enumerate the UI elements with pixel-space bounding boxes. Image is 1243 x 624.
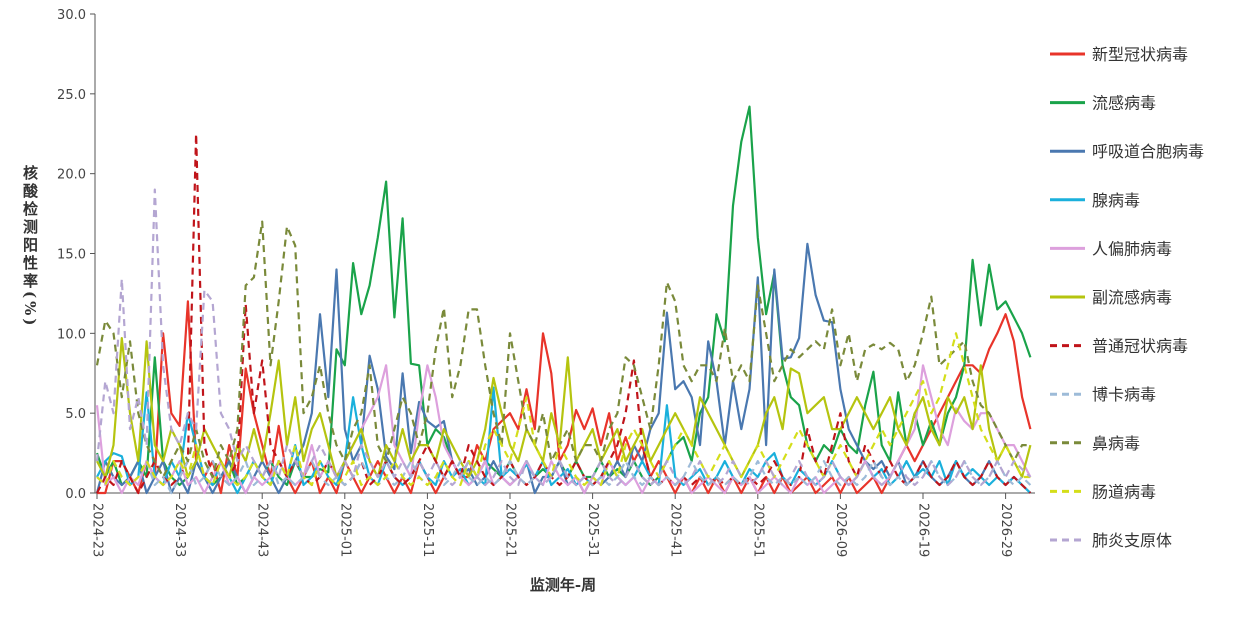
x-tick-label: 2024-23 <box>90 503 105 557</box>
x-tick-label: 2026-09 <box>833 503 848 557</box>
legend-label: 肠道病毒 <box>1092 482 1156 501</box>
x-tick-label: 2024-33 <box>172 503 187 557</box>
series-line <box>96 332 1031 487</box>
series-line <box>96 337 1032 479</box>
y-tick-label: 25.0 <box>57 88 86 103</box>
x-tick-label: 2025-51 <box>750 503 765 557</box>
x-tick-label: 2025-31 <box>585 503 600 557</box>
legend-label: 流感病毒 <box>1092 94 1156 113</box>
series-line <box>96 460 1032 495</box>
x-tick-label: 2025-21 <box>503 503 518 557</box>
y-tick-label: 20.0 <box>57 168 86 183</box>
x-tick-label: 2026-19 <box>916 503 931 557</box>
legend-label: 呼吸道合胞病毒 <box>1092 142 1204 161</box>
legend-label: 鼻病毒 <box>1092 434 1140 453</box>
legend-label: 副流感病毒 <box>1092 288 1172 307</box>
y-tick-label: 30.0 <box>57 8 86 23</box>
x-tick-label: 2024-43 <box>255 503 270 557</box>
x-tick-label: 2025-11 <box>420 503 435 557</box>
y-tick-label: 10.0 <box>57 327 86 342</box>
legend-label: 新型冠状病毒 <box>1092 45 1188 64</box>
legend-label: 腺病毒 <box>1092 191 1140 210</box>
y-axis-title: 核酸检测阳性率(%) <box>21 164 39 328</box>
legend-label: 肺炎支原体 <box>1092 531 1172 550</box>
x-tick-label: 2026-29 <box>998 503 1013 557</box>
x-axis-title: 监测年-周 <box>530 576 596 594</box>
y-tick-label: 15.0 <box>57 248 86 263</box>
y-tick-label: 0.0 <box>65 487 86 502</box>
series-line <box>95 220 1031 479</box>
x-tick-label: 2025-01 <box>337 503 352 557</box>
legend-label: 博卡病毒 <box>1092 385 1156 404</box>
series-line <box>95 188 1032 487</box>
series-line <box>96 132 1032 495</box>
x-tick-label: 2025-41 <box>668 503 683 557</box>
legend-label: 普通冠状病毒 <box>1092 337 1188 356</box>
legend-label: 人偏肺病毒 <box>1092 239 1172 258</box>
y-tick-label: 5.0 <box>65 407 86 422</box>
